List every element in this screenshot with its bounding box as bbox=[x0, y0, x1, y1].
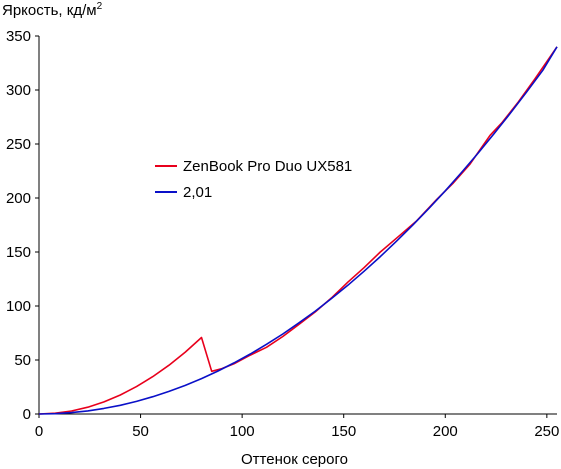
y-tick-label: 50 bbox=[14, 352, 31, 369]
series-line-1 bbox=[38, 46, 558, 415]
y-tick-label: 300 bbox=[6, 82, 31, 99]
y-axis-label-text: Яркость, кд/м bbox=[2, 2, 97, 19]
x-tick-label: 100 bbox=[230, 423, 255, 440]
x-tick-label: 250 bbox=[534, 423, 559, 440]
legend-label-0: ZenBook Pro Duo UX581 bbox=[183, 157, 353, 175]
y-axis-label-superscript: 2 bbox=[96, 1, 103, 12]
y-tick-label: 200 bbox=[6, 190, 31, 207]
legend-swatch-1 bbox=[155, 191, 177, 193]
y-axis-label: Яркость, кд/м2 bbox=[2, 1, 102, 19]
x-tick-label: 200 bbox=[433, 423, 458, 440]
y-tick-label: 100 bbox=[6, 298, 31, 315]
y-tick-label: 250 bbox=[6, 136, 31, 153]
x-tick-label: 150 bbox=[331, 423, 356, 440]
x-tick-label: 50 bbox=[132, 423, 149, 440]
legend-item-1: 2,01 bbox=[155, 179, 352, 205]
x-axis-label: Оттенок серого bbox=[241, 451, 348, 468]
x-tick-label: 0 bbox=[35, 423, 43, 440]
legend-swatch-0 bbox=[155, 165, 177, 167]
series-line-0 bbox=[38, 46, 558, 415]
y-tick-label: 150 bbox=[6, 244, 31, 261]
legend-item-0: ZenBook Pro Duo UX581 bbox=[155, 153, 352, 179]
y-tick-label: 0 bbox=[23, 406, 31, 423]
legend: ZenBook Pro Duo UX581 2,01 bbox=[155, 153, 352, 205]
legend-label-1: 2,01 bbox=[183, 183, 213, 201]
y-tick-label: 350 bbox=[6, 28, 31, 45]
